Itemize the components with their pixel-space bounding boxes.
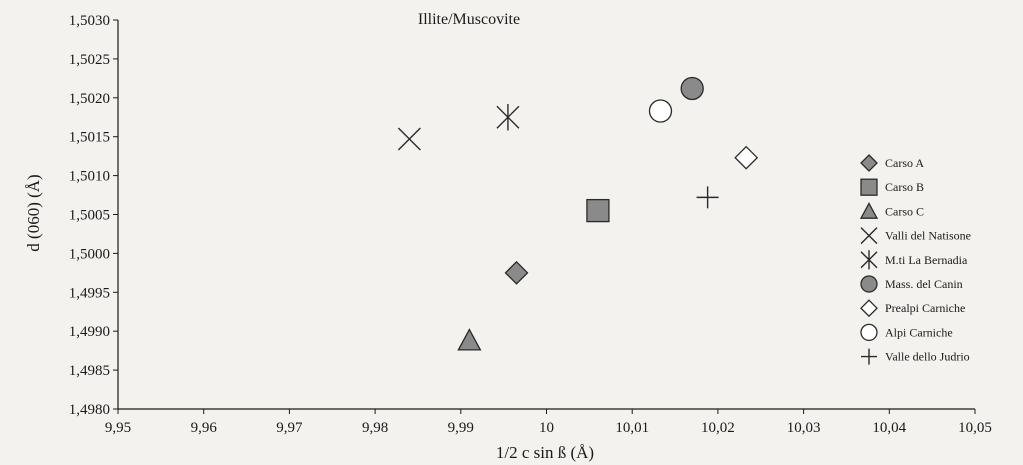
x-tick-label: 10,02 xyxy=(701,420,735,436)
chart-title: Illite/Muscovite xyxy=(418,11,520,28)
y-tick-label: 1,4985 xyxy=(69,363,110,379)
legend-marker xyxy=(860,323,878,342)
data-point-mass-del-canin xyxy=(680,76,704,101)
x-tick-label: 9,96 xyxy=(191,420,218,436)
x-tick-label: 9,97 xyxy=(276,420,303,436)
legend-label: Carso B xyxy=(885,180,924,194)
legend-label: M.ti La Bernadia xyxy=(885,253,968,267)
data-points xyxy=(397,76,759,351)
legend-marker xyxy=(860,154,878,172)
legend-marker xyxy=(860,275,878,293)
legend-label: Valli del Natisone xyxy=(885,229,971,243)
data-point-prealpi-carniche xyxy=(734,145,759,170)
data-point-valle-dello-judrio xyxy=(696,186,719,209)
axes: 9,95 9,96 9,97 9,98 9,99 10 10,01 10,02 10,03 10,… xyxy=(69,13,992,436)
y-tick-label: 1,4980 xyxy=(69,402,110,418)
legend-label: Alpi Carniche xyxy=(885,325,953,339)
legend-marker xyxy=(860,250,878,270)
x-tick-label: 9,99 xyxy=(448,420,474,436)
legend-marker xyxy=(860,299,878,318)
data-point-valli-del-natisone xyxy=(397,127,421,151)
x-tick-label: 9,95 xyxy=(105,420,131,436)
legend-marker xyxy=(860,227,878,245)
x-tick-label: 10,01 xyxy=(615,420,649,436)
y-tick-label: 1,5015 xyxy=(69,130,110,146)
legend-marker xyxy=(861,348,877,365)
x-tick-label: 10 xyxy=(539,420,554,436)
data-point-carso-b xyxy=(586,198,610,223)
y-tick-label: 1,4990 xyxy=(69,324,110,340)
y-tick-label: 1,5020 xyxy=(69,91,110,107)
data-point-alpi-carniche xyxy=(648,99,673,123)
legend-label: Valle dello Judrio xyxy=(885,350,970,364)
x-tick-label: 10,04 xyxy=(872,420,906,436)
legend: Carso A Carso B Carso C Valli del Natisone M… xyxy=(859,154,971,365)
y-tick-label: 1,5030 xyxy=(69,13,110,29)
legend-label: Carso A xyxy=(885,156,924,170)
data-point-carso-c xyxy=(457,328,482,351)
x-tick-label: 9,98 xyxy=(362,420,388,436)
y-tick-label: 1,4995 xyxy=(69,285,110,301)
legend-label: Prealpi Carniche xyxy=(885,301,965,315)
x-tick-label: 10,03 xyxy=(787,420,821,436)
data-point-m-ti-la-bernadia xyxy=(496,104,520,131)
y-tick-label: 1,5005 xyxy=(69,208,110,224)
y-tick-label: 1,5010 xyxy=(69,169,110,185)
legend-marker xyxy=(859,202,879,219)
x-tick-label: 10,05 xyxy=(958,420,992,436)
legend-label: Carso C xyxy=(885,204,924,218)
legend-marker xyxy=(860,178,878,196)
data-point-carso-a xyxy=(504,260,529,285)
y-tick-label: 1,5025 xyxy=(69,52,110,68)
y-tick-label: 1,5000 xyxy=(69,246,110,262)
y-axis-title: d (060) (Å) xyxy=(24,174,43,251)
legend-label: Mass. del Canin xyxy=(885,277,963,291)
x-axis-title: 1/2 c sin ß (Å) xyxy=(496,443,594,462)
